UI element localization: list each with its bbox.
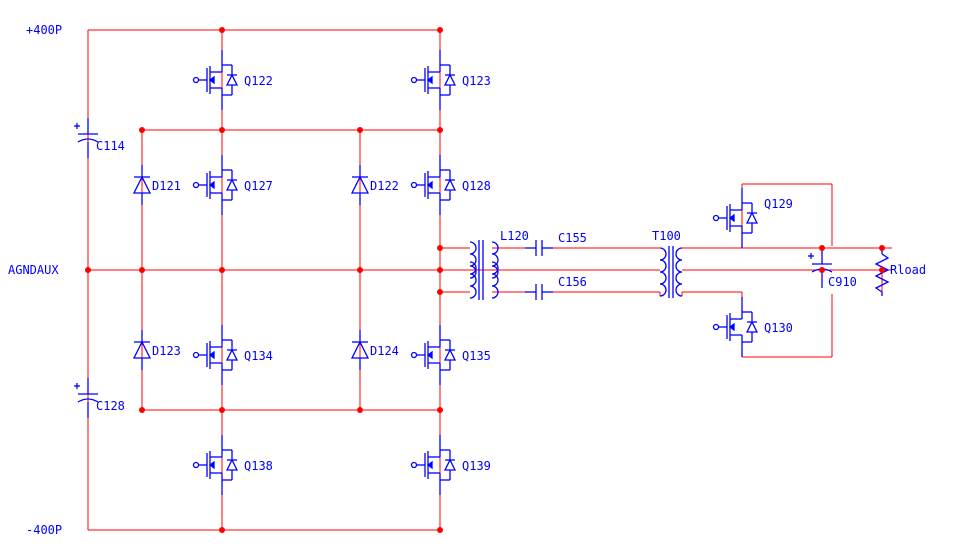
label-d122: D122	[370, 179, 399, 193]
schematic-canvas: C114 C128 Q122 Q127 Q134 Q138 Q123 Q128 Q135 Q139…	[0, 0, 972, 549]
components	[74, 50, 888, 495]
label-q135: Q135	[462, 349, 491, 363]
label-rail-pos: +400P	[26, 23, 62, 37]
label-rload: Rload	[890, 263, 926, 277]
label-q122: Q122	[244, 74, 273, 88]
label-c128: C128	[96, 399, 125, 413]
label-rail-neg: -400P	[26, 523, 62, 537]
label-q123: Q123	[462, 74, 491, 88]
label-q139: Q139	[462, 459, 491, 473]
label-q128: Q128	[462, 179, 491, 193]
label-q129: Q129	[764, 197, 793, 211]
wires	[88, 30, 892, 530]
label-l120: L120	[500, 229, 529, 243]
label-c114: C114	[96, 139, 125, 153]
label-c156: C156	[558, 275, 587, 289]
nodes	[85, 27, 885, 533]
label-d124: D124	[370, 344, 399, 358]
label-q127: Q127	[244, 179, 273, 193]
label-q138: Q138	[244, 459, 273, 473]
labels: C114 C128 Q122 Q127 Q134 Q138 Q123 Q128 Q135 Q139…	[8, 23, 926, 537]
label-q130: Q130	[764, 321, 793, 335]
label-agndaux: AGNDAUX	[8, 263, 59, 277]
label-q134: Q134	[244, 349, 273, 363]
label-t100: T100	[652, 229, 681, 243]
label-c910: C910	[828, 275, 857, 289]
label-c155: C155	[558, 231, 587, 245]
label-d123: D123	[152, 344, 181, 358]
label-d121: D121	[152, 179, 181, 193]
